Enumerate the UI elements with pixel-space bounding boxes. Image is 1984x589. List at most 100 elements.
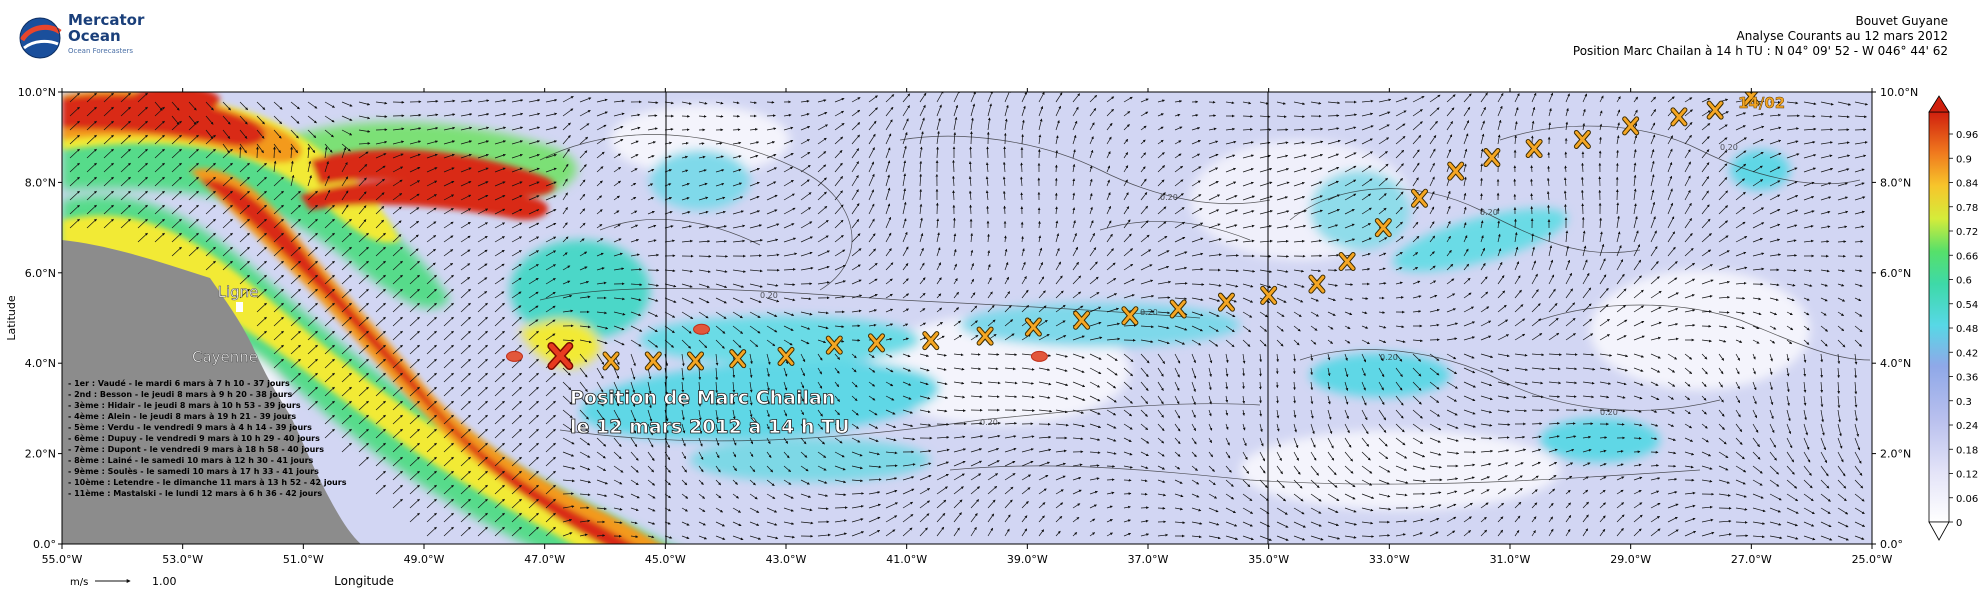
current-vector — [375, 115, 388, 118]
current-vector — [1803, 127, 1817, 131]
current-vector — [1276, 115, 1287, 119]
current-vector — [205, 101, 214, 111]
current-vector — [834, 97, 845, 103]
current-vector — [766, 141, 776, 145]
current-vector — [205, 134, 216, 145]
current-vector — [1854, 128, 1867, 131]
current-vector — [1735, 99, 1746, 103]
lon-tick-label: 31.0°W — [1490, 553, 1531, 566]
current-vector — [1854, 141, 1868, 145]
current-vector — [1633, 134, 1638, 145]
lat-tick-label: 8.0°N — [1880, 176, 1911, 189]
current-vector — [1089, 107, 1097, 117]
current-vector — [783, 113, 792, 117]
current-vector — [800, 113, 810, 117]
current-vector — [1786, 127, 1800, 131]
current-vector — [392, 127, 405, 131]
current-vector — [1735, 137, 1747, 145]
current-vector — [1463, 133, 1469, 145]
lon-tick-label: 27.0°W — [1731, 553, 1772, 566]
current-vector — [987, 117, 991, 131]
current-vector — [562, 135, 571, 145]
current-vector — [1684, 134, 1692, 145]
current-vector — [562, 122, 571, 131]
annotation-line2: le 12 mars 2012 à 14 h TU — [570, 416, 850, 438]
current-vector — [1191, 126, 1201, 131]
current-vector — [256, 129, 265, 139]
current-vector — [1786, 140, 1799, 145]
current-vector — [409, 127, 422, 131]
current-vector — [1038, 92, 1045, 103]
current-vector — [205, 129, 214, 139]
current-vector — [188, 120, 199, 131]
current-vector — [1378, 111, 1391, 117]
current-vector — [1225, 127, 1236, 131]
current-vector — [290, 115, 300, 124]
current-vector — [749, 141, 760, 145]
current-vector — [817, 99, 827, 103]
contour-label: 0.20 — [1480, 208, 1498, 217]
lat-tick-label: 0.0° — [1880, 538, 1903, 551]
current-vector — [1327, 139, 1341, 145]
current-vector — [1446, 107, 1455, 117]
current-vector — [120, 134, 131, 145]
current-vector — [545, 98, 558, 103]
current-vector — [120, 120, 131, 131]
current-vector — [1582, 122, 1586, 131]
header-line1: Bouvet Guyane — [1855, 14, 1948, 28]
current-vector — [613, 138, 624, 145]
current-vector — [647, 127, 658, 131]
current-vector — [1480, 92, 1488, 103]
current-vector — [1616, 109, 1621, 117]
current-vector — [494, 126, 507, 131]
current-vector — [919, 117, 925, 131]
current-vector — [1072, 106, 1079, 117]
current-vector — [103, 106, 114, 117]
current-vector — [511, 112, 524, 117]
current-vector — [256, 101, 266, 110]
current-vector — [86, 134, 97, 145]
arrival-line: - 6ème : Dupuy - le vendredi 9 mars à 10… — [68, 433, 320, 443]
colorbar-tick-label: 0.6 — [1956, 276, 1972, 287]
current-vector — [885, 106, 894, 117]
current-vector — [1395, 110, 1407, 117]
current-vector — [1429, 107, 1440, 117]
current-vector — [1752, 125, 1765, 131]
current-vector — [239, 129, 248, 139]
current-vector — [1055, 120, 1060, 131]
current-vector — [137, 134, 148, 145]
current-vector — [1650, 96, 1656, 103]
current-vector — [1140, 125, 1147, 131]
current-vector — [766, 127, 777, 131]
current-vector — [69, 92, 80, 103]
lon-tick-label: 41.0°W — [886, 553, 927, 566]
current-vector — [324, 129, 334, 138]
current-vector — [341, 143, 351, 152]
current-vector — [1480, 120, 1485, 131]
eddy-marker — [506, 350, 523, 362]
current-vector — [936, 117, 941, 131]
current-vector — [341, 101, 353, 107]
current-vector — [494, 99, 507, 103]
current-vector — [732, 101, 740, 105]
current-vector — [1769, 113, 1781, 117]
current-vector — [392, 140, 405, 145]
current-vector — [1327, 101, 1341, 105]
current-vector — [460, 113, 473, 117]
current-vector — [1650, 122, 1656, 131]
current-vector — [800, 126, 811, 131]
current-vector — [307, 129, 317, 139]
current-vector — [1820, 141, 1833, 145]
colorbar-top-triangle — [1928, 95, 1950, 113]
lat-tick-label: 4.0°N — [1880, 357, 1911, 370]
current-vector — [596, 98, 608, 103]
current-vector — [1106, 122, 1113, 131]
current-vector — [596, 138, 606, 145]
current-vector — [1582, 93, 1587, 103]
map-plot-area: 0.20 0.20 0.20 0.20 0.20 0.20 0.20 0.20 — [62, 92, 1872, 544]
current-vector — [154, 101, 163, 111]
current-vector — [1310, 101, 1322, 105]
current-vector — [1361, 138, 1373, 145]
current-vector — [868, 107, 878, 117]
